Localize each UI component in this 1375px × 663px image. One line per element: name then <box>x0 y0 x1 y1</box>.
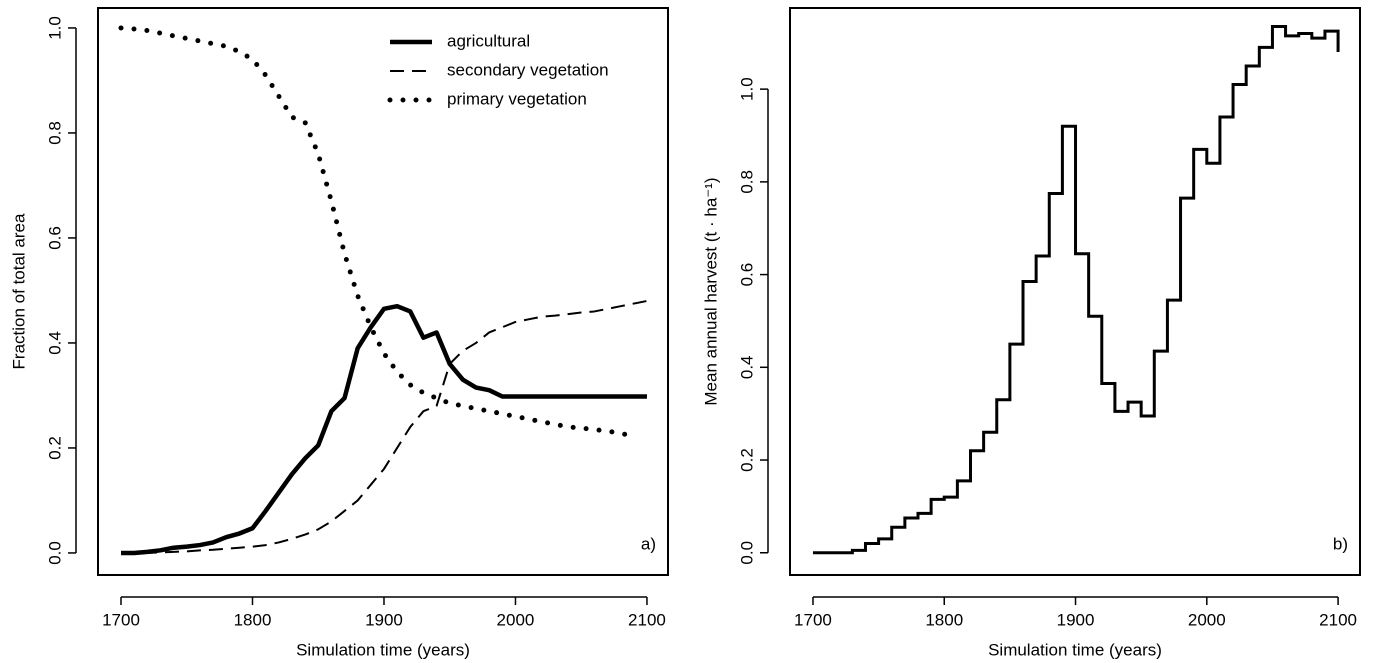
x-tick-label: 1900 <box>365 610 403 629</box>
x-tick-label: 2000 <box>497 610 535 629</box>
x-tick-label: 2100 <box>1319 610 1357 629</box>
series-line <box>121 303 647 556</box>
y-tick-label: 0.6 <box>45 226 64 250</box>
plot-frame <box>789 7 1361 576</box>
x-axis-title: Simulation time (years) <box>296 640 470 659</box>
y-tick-label: 0.6 <box>737 263 756 287</box>
y-tick-label: 0.8 <box>737 170 756 194</box>
panel-label: b) <box>1333 534 1348 553</box>
y-tick-label: 0.4 <box>737 355 756 379</box>
series-line <box>121 299 648 554</box>
x-tick-label: 1900 <box>1057 610 1095 629</box>
y-tick-label: 1.0 <box>45 16 64 40</box>
x-tick-label: 1700 <box>794 610 832 629</box>
x-tick-label: 2000 <box>1188 610 1226 629</box>
y-tick-label: 0.2 <box>737 448 756 472</box>
y-tick-label: 0.0 <box>737 541 756 565</box>
y-axis-title: Mean annual harvest (t · ha⁻¹) <box>701 177 720 405</box>
x-axis-title: Simulation time (years) <box>988 640 1162 659</box>
y-tick-label: 0.8 <box>45 121 64 145</box>
y-tick-label: 1.0 <box>737 77 756 101</box>
y-tick-label: 0.4 <box>45 331 64 355</box>
series-step <box>812 25 1340 555</box>
x-tick-label: 2100 <box>628 610 666 629</box>
plot-frame <box>97 7 669 576</box>
x-tick-label: 1700 <box>102 610 140 629</box>
legend-label: agricultural <box>447 31 530 50</box>
x-tick-label: 1800 <box>234 610 272 629</box>
legend-label: primary vegetation <box>447 89 587 108</box>
legend-label: secondary vegetation <box>447 60 609 79</box>
y-tick-label: 0.0 <box>45 541 64 565</box>
x-tick-label: 1800 <box>925 610 963 629</box>
y-axis-title: Fraction of total area <box>9 213 28 369</box>
panel-label: a) <box>641 534 656 553</box>
series-line <box>118 25 637 439</box>
y-tick-label: 0.2 <box>45 436 64 460</box>
